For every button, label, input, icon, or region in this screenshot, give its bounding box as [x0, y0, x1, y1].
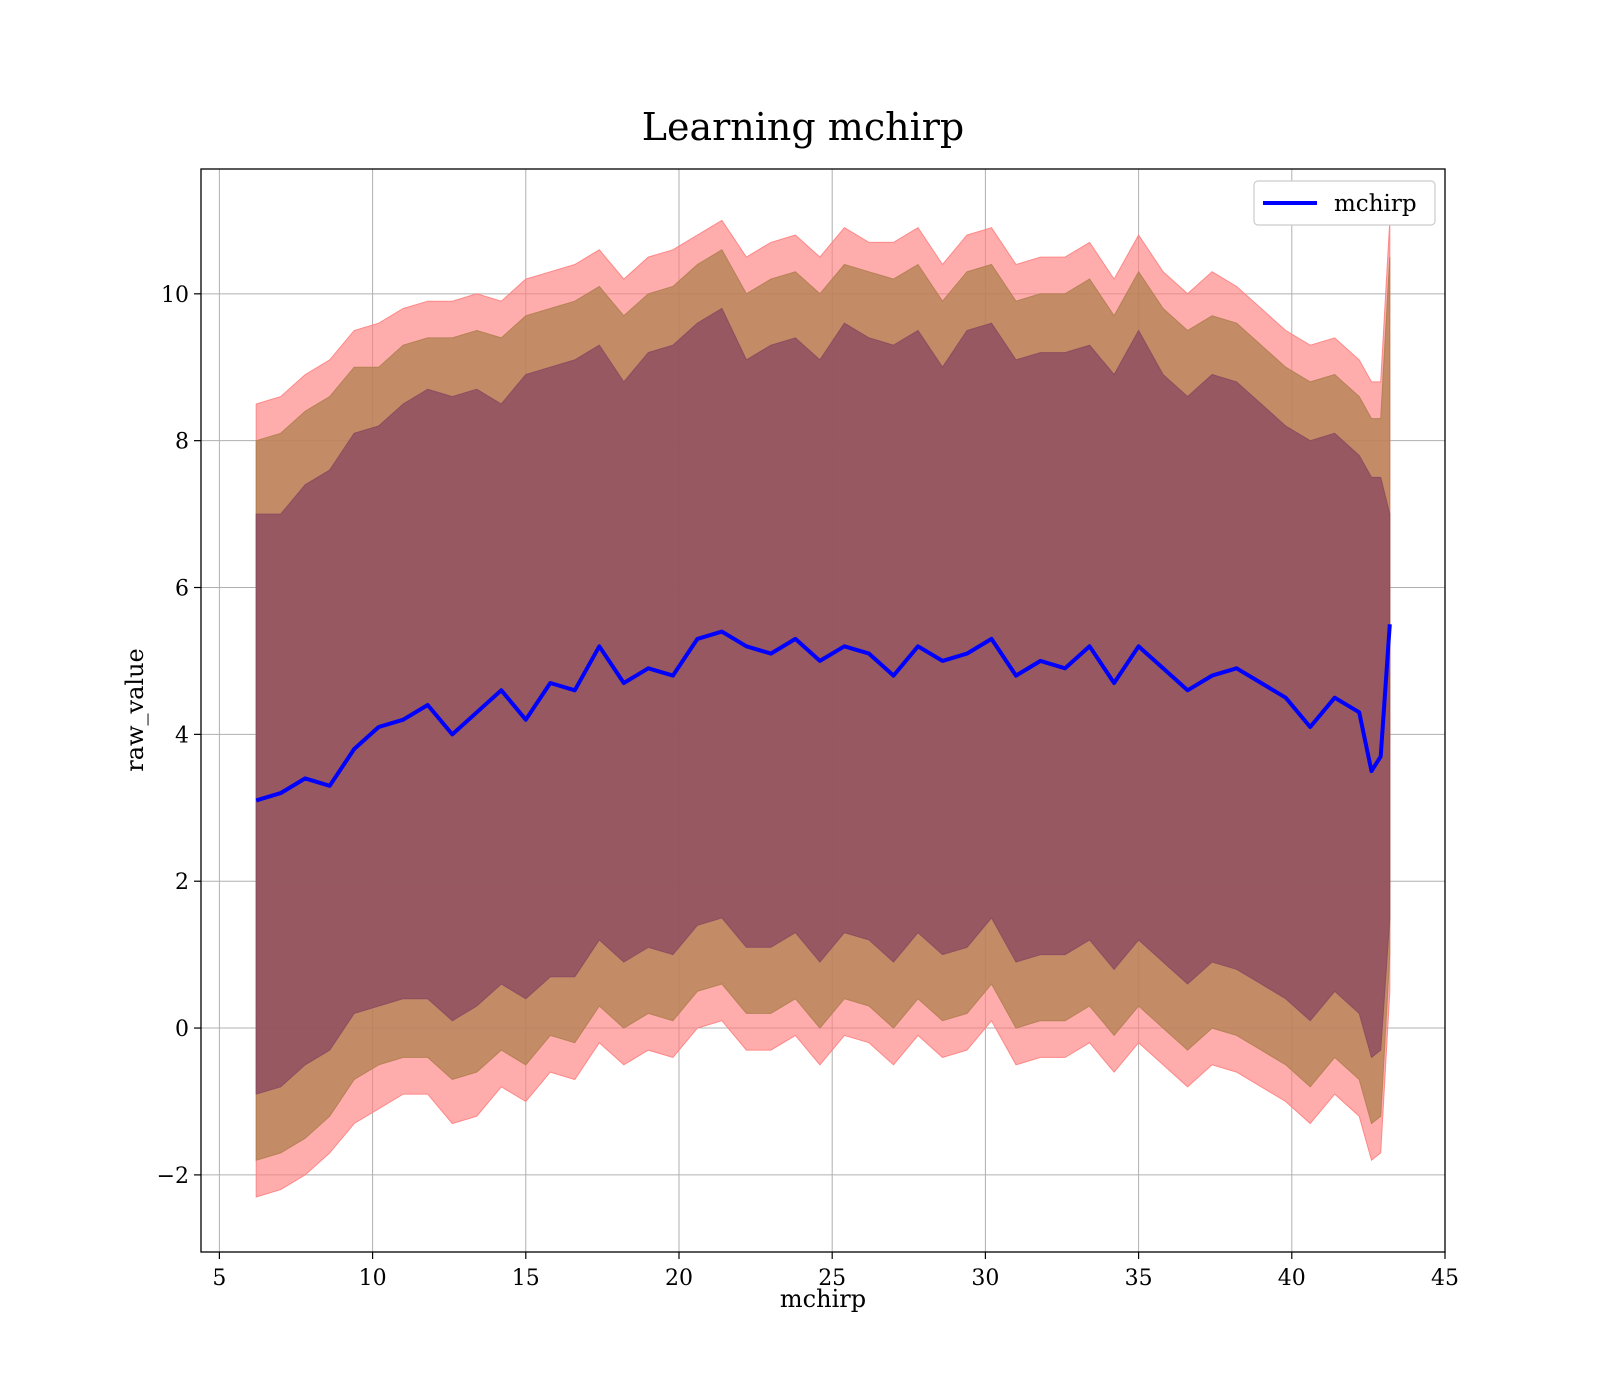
x-tick-label: 45 — [1431, 1266, 1459, 1291]
y-axis-label: raw_value — [121, 648, 149, 772]
legend-box — [1253, 180, 1436, 226]
series-lines — [255, 624, 1392, 803]
y-tick-label: 10 — [161, 283, 189, 308]
x-axis-ticks: 5 10 15 20 25 30 35 40 45 — [212, 1252, 1459, 1291]
y-tick-label: 6 — [175, 577, 189, 602]
x-tick-label: 35 — [1125, 1266, 1153, 1291]
x-tick-label: 30 — [971, 1266, 999, 1291]
x-tick-label: 40 — [1278, 1266, 1306, 1291]
legend-label-mchirp: mchirp — [1334, 191, 1417, 217]
x-axis-label: mchirp — [780, 1285, 866, 1313]
y-tick-label: 0 — [175, 1017, 189, 1042]
plot-frame — [200, 168, 1446, 1253]
x-tick-label: 10 — [359, 1266, 387, 1291]
confidence-bands — [255, 219, 1391, 1198]
y-tick-label: 4 — [175, 723, 189, 748]
y-axis-ticks: −2 0 2 4 6 8 10 — [157, 283, 201, 1189]
y-tick-label: 2 — [175, 870, 189, 895]
series-line-mchirp — [255, 624, 1392, 803]
chart-title: Learning mchirp — [642, 105, 964, 149]
y-tick-label: 8 — [175, 430, 189, 455]
band-inner — [255, 307, 1391, 1095]
y-tick-label: −2 — [157, 1164, 189, 1189]
x-tick-label: 15 — [512, 1266, 540, 1291]
x-tick-label: 25 — [818, 1266, 846, 1291]
legend: mchirp — [1253, 180, 1436, 226]
x-tick-label: 5 — [212, 1266, 226, 1291]
x-tick-label: 20 — [665, 1266, 693, 1291]
